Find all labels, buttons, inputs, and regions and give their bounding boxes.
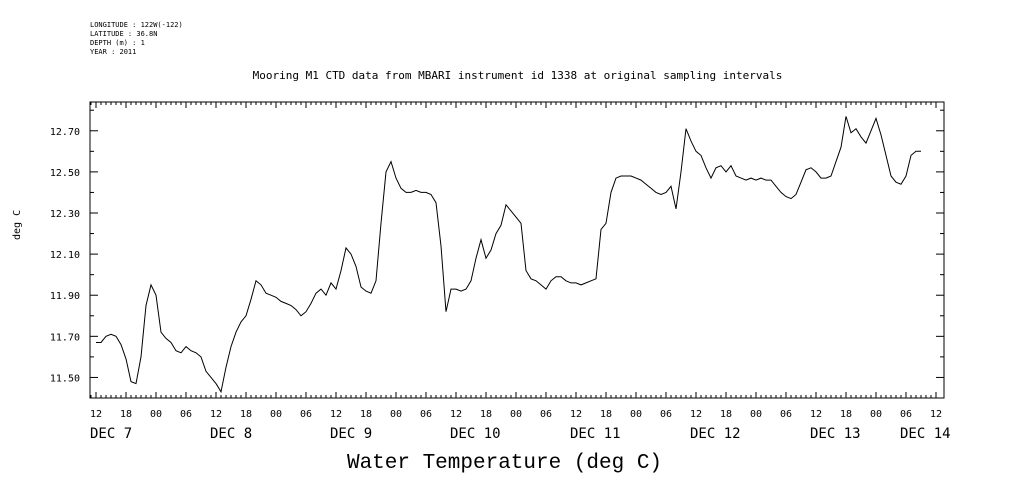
- x-tick-label: 06: [780, 409, 792, 420]
- x-tick-label: 18: [600, 409, 612, 420]
- latitude-label: LATITUDE : 36.8N: [90, 30, 158, 38]
- x-tick-label: 06: [420, 409, 432, 420]
- x-tick-label: 00: [750, 409, 762, 420]
- x-tick-label: 00: [630, 409, 642, 420]
- longitude-label: LONGITUDE : 122W(-122): [90, 21, 183, 29]
- x-date-label: DEC 8: [210, 426, 252, 442]
- x-tick-label: 12: [930, 409, 942, 420]
- x-date-label: DEC 12: [690, 426, 741, 442]
- x-tick-label: 00: [870, 409, 882, 420]
- x-date-label: DEC 7: [90, 426, 132, 442]
- temperature-series-line: [96, 116, 921, 394]
- x-tick-label: 18: [720, 409, 732, 420]
- plot-frame: [89, 101, 945, 399]
- x-date-label: DEC 13: [810, 426, 861, 442]
- x-tick-label: 06: [540, 409, 552, 420]
- y-tick-label: 12.30: [50, 209, 80, 220]
- x-tick-label: 00: [390, 409, 402, 420]
- chart-title: Mooring M1 CTD data from MBARI instrumen…: [252, 69, 783, 82]
- depth-label: DEPTH (m) : 1: [90, 39, 145, 47]
- x-tick-label: 18: [840, 409, 852, 420]
- x-tick-label: 12: [450, 409, 462, 420]
- y-tick-label: 12.50: [50, 168, 80, 179]
- x-tick-label: 12: [570, 409, 582, 420]
- x-tick-label: 00: [150, 409, 162, 420]
- x-tick-label: 12: [210, 409, 222, 420]
- x-tick-label: 00: [510, 409, 522, 420]
- x-tick-label: 18: [360, 409, 372, 420]
- x-tick-label: 00: [270, 409, 282, 420]
- x-tick-label: 12: [330, 409, 342, 420]
- x-tick-label: 12: [810, 409, 822, 420]
- y-tick-label: 11.70: [50, 332, 80, 343]
- x-tick-label: 12: [690, 409, 702, 420]
- y-tick-label: 12.10: [50, 250, 80, 261]
- x-tick-label: 18: [120, 409, 132, 420]
- year-label: YEAR : 2011: [90, 48, 137, 56]
- x-date-label: DEC 11: [570, 426, 621, 442]
- x-tick-label: 06: [300, 409, 312, 420]
- x-tick-label: 18: [240, 409, 252, 420]
- x-date-label: DEC 10: [450, 426, 501, 442]
- x-tick-label: 18: [480, 409, 492, 420]
- x-axis-title: Water Temperature (deg C): [346, 452, 663, 475]
- x-tick-label: 06: [180, 409, 192, 420]
- x-tick-label: 06: [660, 409, 672, 420]
- x-date-label: DEC 9: [330, 426, 372, 442]
- x-tick-label: 06: [900, 409, 912, 420]
- y-tick-label: 12.70: [50, 127, 80, 138]
- x-tick-label: 12: [90, 409, 102, 420]
- y-tick-label: 11.50: [50, 373, 80, 384]
- y-tick-label: 11.90: [50, 291, 80, 302]
- x-date-label: DEC 14: [900, 426, 951, 442]
